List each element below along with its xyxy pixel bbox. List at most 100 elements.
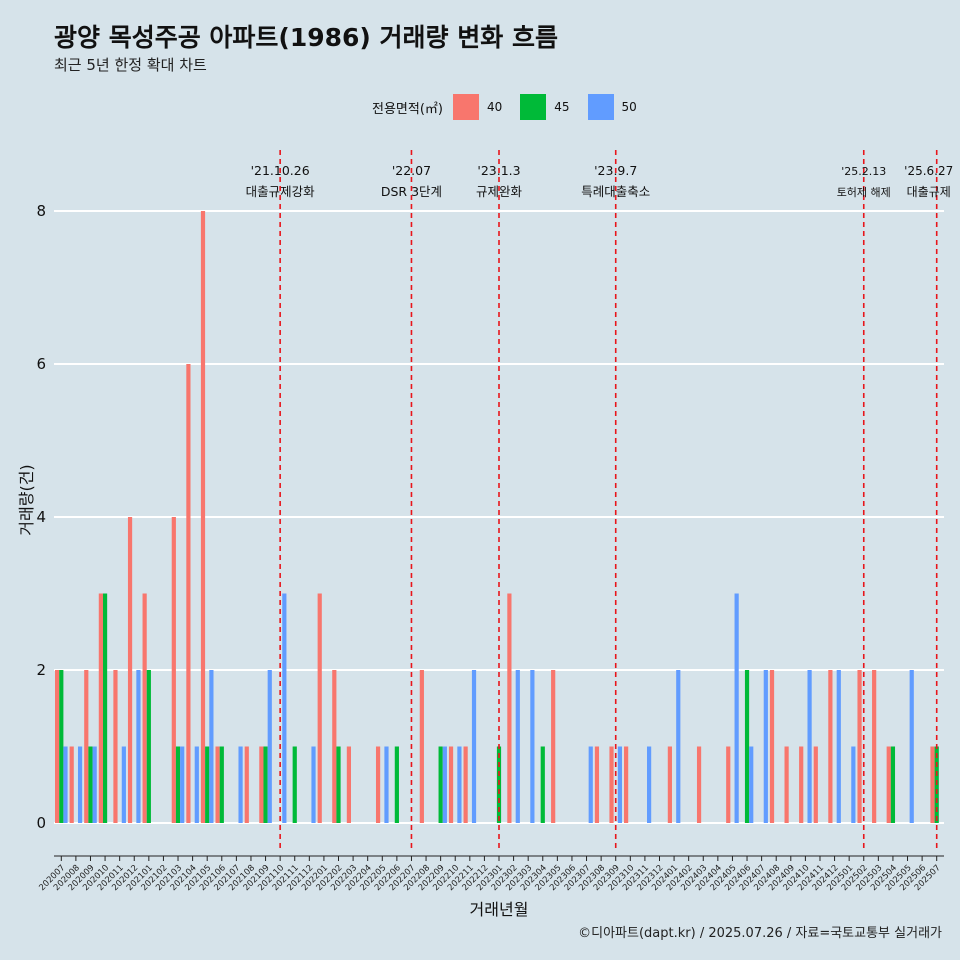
bar-40-202412	[828, 670, 833, 823]
bar-40-202010	[98, 593, 103, 823]
event-name-label: 토허제 해제	[837, 185, 891, 199]
bar-50-202009	[92, 746, 97, 823]
bar-40-202302	[507, 593, 512, 823]
bar-50-202103	[180, 746, 185, 823]
bar-50-202401	[676, 670, 681, 823]
bar-40-202502	[857, 670, 862, 823]
legend: 전용면적(㎡) 40 45 50	[372, 94, 655, 120]
bar-45-202111	[292, 746, 297, 823]
legend-title: 전용면적(㎡)	[372, 101, 443, 117]
bar-50-202104	[194, 746, 199, 823]
bar-50-202311	[647, 746, 652, 823]
bar-40-202503	[872, 670, 877, 823]
y-tick-label: 8	[36, 202, 46, 220]
bar-45-202009	[88, 746, 93, 823]
bar-50-202007	[63, 746, 68, 823]
bar-50-202303	[530, 670, 535, 823]
bar-40-202201	[317, 593, 322, 823]
bar-40-202108	[244, 746, 249, 823]
bar-40-202308	[594, 746, 600, 823]
bar-40-202410	[799, 746, 804, 823]
bar-40-202411	[813, 746, 818, 823]
bar-45-202103	[175, 746, 181, 823]
bar-45-202304	[540, 746, 545, 823]
bar-40-202210	[448, 746, 454, 823]
bar-45-202105	[205, 746, 210, 823]
bar-45-202101	[146, 670, 151, 823]
y-tick-label: 4	[36, 508, 46, 526]
bar-50-202012	[136, 670, 141, 823]
event-name-label: 대출규제강화	[246, 184, 316, 199]
bar-40-202309	[609, 746, 614, 823]
bar-45-202206	[394, 746, 399, 823]
bar-50-202410	[807, 670, 812, 823]
bar-40-202104	[186, 364, 191, 823]
y-tick-label: 2	[36, 661, 46, 679]
bar-45-202209	[438, 746, 443, 823]
bar-50-202011	[121, 746, 126, 823]
bar-45-202406	[744, 670, 750, 823]
bar-40-202211	[463, 746, 468, 823]
event-name-label: DSR 3단계	[381, 184, 442, 199]
bar-50-202112	[311, 746, 316, 823]
bar-50-202307	[588, 746, 593, 823]
bar-50-202302	[515, 670, 520, 823]
bar-50-202501	[851, 746, 856, 823]
legend-label-40: 40	[486, 100, 503, 114]
event-date-label: '25.6.27	[904, 164, 953, 178]
bar-45-202010	[102, 593, 108, 823]
bar-40-202106	[215, 746, 220, 823]
y-axis-title: 거래량(건)	[17, 464, 36, 535]
bar-40-202507	[930, 746, 935, 823]
bar-40-202405	[726, 746, 731, 823]
bar-50-202505	[909, 670, 914, 823]
bar-40-202408	[769, 670, 775, 823]
chart-subtitle: 최근 5년 한정 확대 차트	[54, 56, 207, 74]
bar-40-202208	[419, 670, 424, 823]
bar-40-202401	[667, 746, 672, 823]
bar-45-202106	[219, 746, 224, 823]
bar-50-202412	[836, 670, 841, 823]
legend-swatch-50	[587, 94, 614, 120]
bar-40-202310	[624, 746, 629, 823]
legend-swatch-45	[520, 94, 547, 120]
bar-50-202105	[209, 670, 214, 823]
bar-40-202012	[127, 517, 133, 823]
chart-title: 광양 목성주공 아파트(1986) 거래량 변화 흐름	[54, 23, 558, 52]
bar-40-202007	[55, 670, 60, 823]
bar-50-202211	[471, 670, 477, 823]
bar-40-202101	[142, 593, 147, 823]
bar-50-202008	[77, 746, 83, 823]
y-tick-label: 0	[36, 814, 46, 832]
legend-label-50: 50	[621, 100, 637, 114]
bar-45-202109	[263, 746, 268, 823]
legend-label-45: 45	[554, 100, 570, 114]
bar-40-202109	[259, 746, 264, 823]
bar-40-202009	[84, 670, 89, 823]
bar-50-202406	[749, 746, 754, 823]
event-date-label: '22.07	[392, 163, 431, 178]
bar-40-202103	[171, 517, 176, 823]
bar-50-202209	[442, 746, 447, 823]
bar-50-202107	[238, 746, 243, 823]
x-axis-title: 거래년월	[470, 900, 529, 919]
bar-40-202403	[696, 746, 702, 823]
bar-45-202202	[336, 746, 341, 823]
event-name-label: 대출규제	[907, 185, 951, 199]
bar-45-202007	[59, 670, 64, 823]
source-caption: ©디아파트(dapt.kr) / 2025.07.26 / 자료=국토교통부 실…	[578, 926, 942, 941]
event-name-label: 특례대출축소	[581, 184, 650, 199]
y-tick-label: 6	[36, 355, 46, 373]
bar-40-202011	[113, 670, 118, 823]
bar-50-202110	[282, 593, 287, 823]
bar-50-202405	[734, 593, 739, 823]
bar-50-202407	[763, 670, 768, 823]
bar-50-202109	[267, 670, 272, 823]
bar-40-202105	[200, 211, 206, 823]
event-date-label: '23.1.3	[477, 163, 520, 178]
bar-40-202008	[69, 746, 74, 823]
bar-40-202305	[551, 670, 556, 823]
legend-swatch-40	[452, 94, 479, 120]
bar-40-202504	[886, 746, 891, 823]
